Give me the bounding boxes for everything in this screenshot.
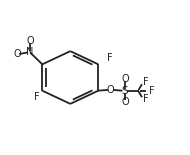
Text: O: O	[26, 36, 34, 46]
Text: S: S	[122, 86, 128, 96]
Text: N: N	[26, 47, 34, 58]
Text: O: O	[107, 85, 114, 95]
Text: O: O	[121, 74, 129, 84]
Text: F: F	[107, 53, 112, 63]
Text: F: F	[34, 92, 40, 102]
Text: O: O	[13, 49, 21, 59]
Text: O: O	[121, 97, 129, 107]
Text: F: F	[143, 77, 149, 87]
Text: F: F	[149, 86, 155, 96]
Text: F: F	[143, 94, 149, 104]
